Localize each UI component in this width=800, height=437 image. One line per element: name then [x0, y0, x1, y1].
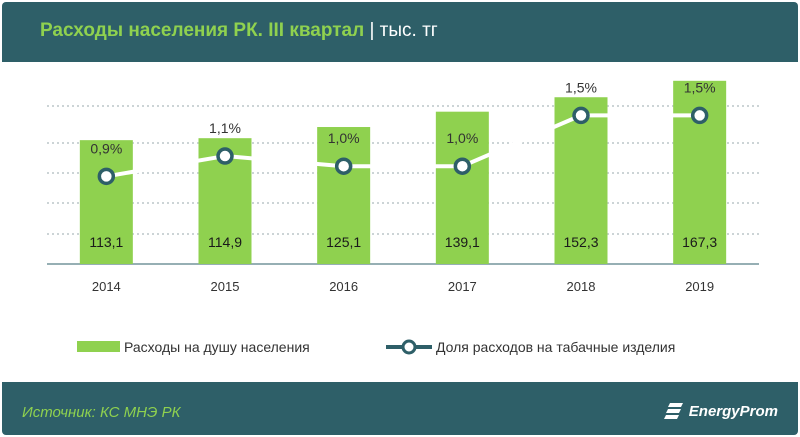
brand-name: EnergyProm	[688, 402, 778, 420]
x-tick-label: 2019	[685, 279, 714, 294]
legend-swatch-bars	[77, 341, 120, 352]
x-tick-label: 2016	[329, 279, 358, 294]
line-value-label: 1,1%	[209, 120, 241, 136]
bar-value-label: 152,3	[563, 234, 598, 250]
legend-label-bars: Расходы на душу населения	[124, 339, 310, 355]
line-value-label: 1,0%	[446, 130, 478, 146]
title-bar: Расходы населения РК. III квартал | тыс.…	[2, 2, 798, 62]
chart-title-text: Расходы населения РК. III квартал	[40, 20, 365, 41]
bar-value-label: 139,1	[445, 234, 480, 250]
bar-value-label: 114,9	[208, 234, 242, 250]
line-point	[453, 157, 472, 175]
line-value-label: 1,0%	[328, 130, 360, 146]
line-value-label: 0,9%	[90, 140, 122, 156]
line-point	[572, 106, 590, 125]
bar-value-label: 113,1	[89, 234, 123, 250]
bar	[435, 111, 489, 264]
chart-unit: | тыс. тг	[369, 20, 438, 41]
plot-panel: 113,1 114,9 125,1 139,1 152,3 167,3 2014 2015 20…	[2, 62, 798, 382]
legend-label-line: Доля расходов на табачные изделия	[436, 339, 675, 355]
bar-value-label: 167,3	[682, 234, 717, 250]
source-note: Источник: КС МНЭ РК	[22, 404, 181, 421]
line-point	[334, 157, 353, 175]
x-tick-label: 2015	[211, 279, 240, 294]
chart-title: Расходы населения РК. III квартал | тыс.…	[40, 20, 438, 42]
x-tick-label: 2017	[448, 279, 477, 294]
brand-logo: EnergyProm	[663, 402, 778, 420]
bar	[317, 127, 371, 264]
line-series	[105, 113, 700, 179]
x-tick-label: 2018	[567, 279, 596, 294]
line-value-label: 1,5%	[565, 79, 597, 95]
legend-swatch-marker	[401, 339, 417, 355]
x-tick-label: 2014	[92, 279, 121, 294]
line-point	[216, 147, 234, 165]
bar-value-label: 125,1	[326, 234, 361, 250]
chart-svg: 113,1 114,9 125,1 139,1 152,3 167,3 2014 2015 20…	[47, 79, 759, 355]
bar	[79, 140, 133, 264]
energyprom-logo-icon	[663, 403, 683, 419]
line-point	[97, 167, 116, 186]
line-value-label: 1,5%	[684, 79, 716, 95]
footer: Источник: КС МНЭ РК EnergyProm	[2, 382, 798, 435]
line-point	[690, 106, 709, 125]
